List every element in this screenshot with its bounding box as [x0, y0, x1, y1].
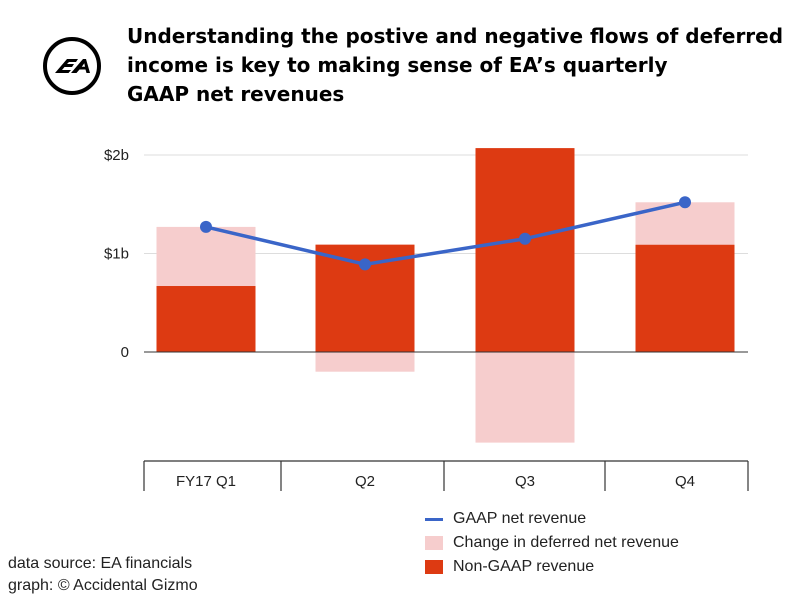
gaap-line	[206, 202, 685, 264]
legend-label-nongaap: Non-GAAP revenue	[453, 558, 594, 576]
x-tick-label-3: Q4	[675, 473, 695, 490]
data-source-text: data source: EA financials	[8, 553, 198, 575]
legend-swatch-deferred	[425, 536, 443, 550]
legend-label-gaap: GAAP net revenue	[453, 510, 586, 528]
line-layer	[200, 196, 691, 270]
legend-label-deferred: Change in deferred net revenue	[453, 534, 679, 552]
y-tick-label-1: $1b	[104, 246, 129, 263]
legend-item-nongaap: Non-GAAP revenue	[425, 555, 679, 579]
axis-layer	[144, 352, 748, 491]
x-tick-label-1: Q2	[355, 473, 375, 490]
legend: GAAP net revenue Change in deferred net …	[425, 507, 679, 579]
gaap-point-1	[359, 258, 371, 270]
credit-text: graph: © Accidental Gizmo	[8, 575, 198, 597]
bar-nongaap-0	[157, 286, 256, 352]
bar-deferred-1	[316, 352, 415, 372]
y-tick-label-2: $2b	[104, 147, 129, 164]
revenue-chart: 0 $1b $2b FY17 Q1 Q2 Q3 Q4	[0, 0, 800, 500]
y-tick-label-0: 0	[121, 344, 129, 361]
bar-nongaap-3	[636, 245, 735, 352]
legend-item-deferred: Change in deferred net revenue	[425, 531, 679, 555]
legend-swatch-nongaap	[425, 560, 443, 574]
x-tick-label-0: FY17 Q1	[176, 473, 236, 490]
legend-item-gaap: GAAP net revenue	[425, 507, 679, 531]
source-note: data source: EA financials graph: © Acci…	[8, 553, 198, 597]
bar-layer	[157, 148, 735, 443]
legend-swatch-gaap	[425, 518, 443, 521]
gaap-point-0	[200, 221, 212, 233]
bar-nongaap-2	[476, 148, 575, 352]
gaap-point-2	[519, 233, 531, 245]
bar-deferred-2	[476, 352, 575, 443]
x-tick-label-2: Q3	[515, 473, 535, 490]
gaap-point-3	[679, 196, 691, 208]
